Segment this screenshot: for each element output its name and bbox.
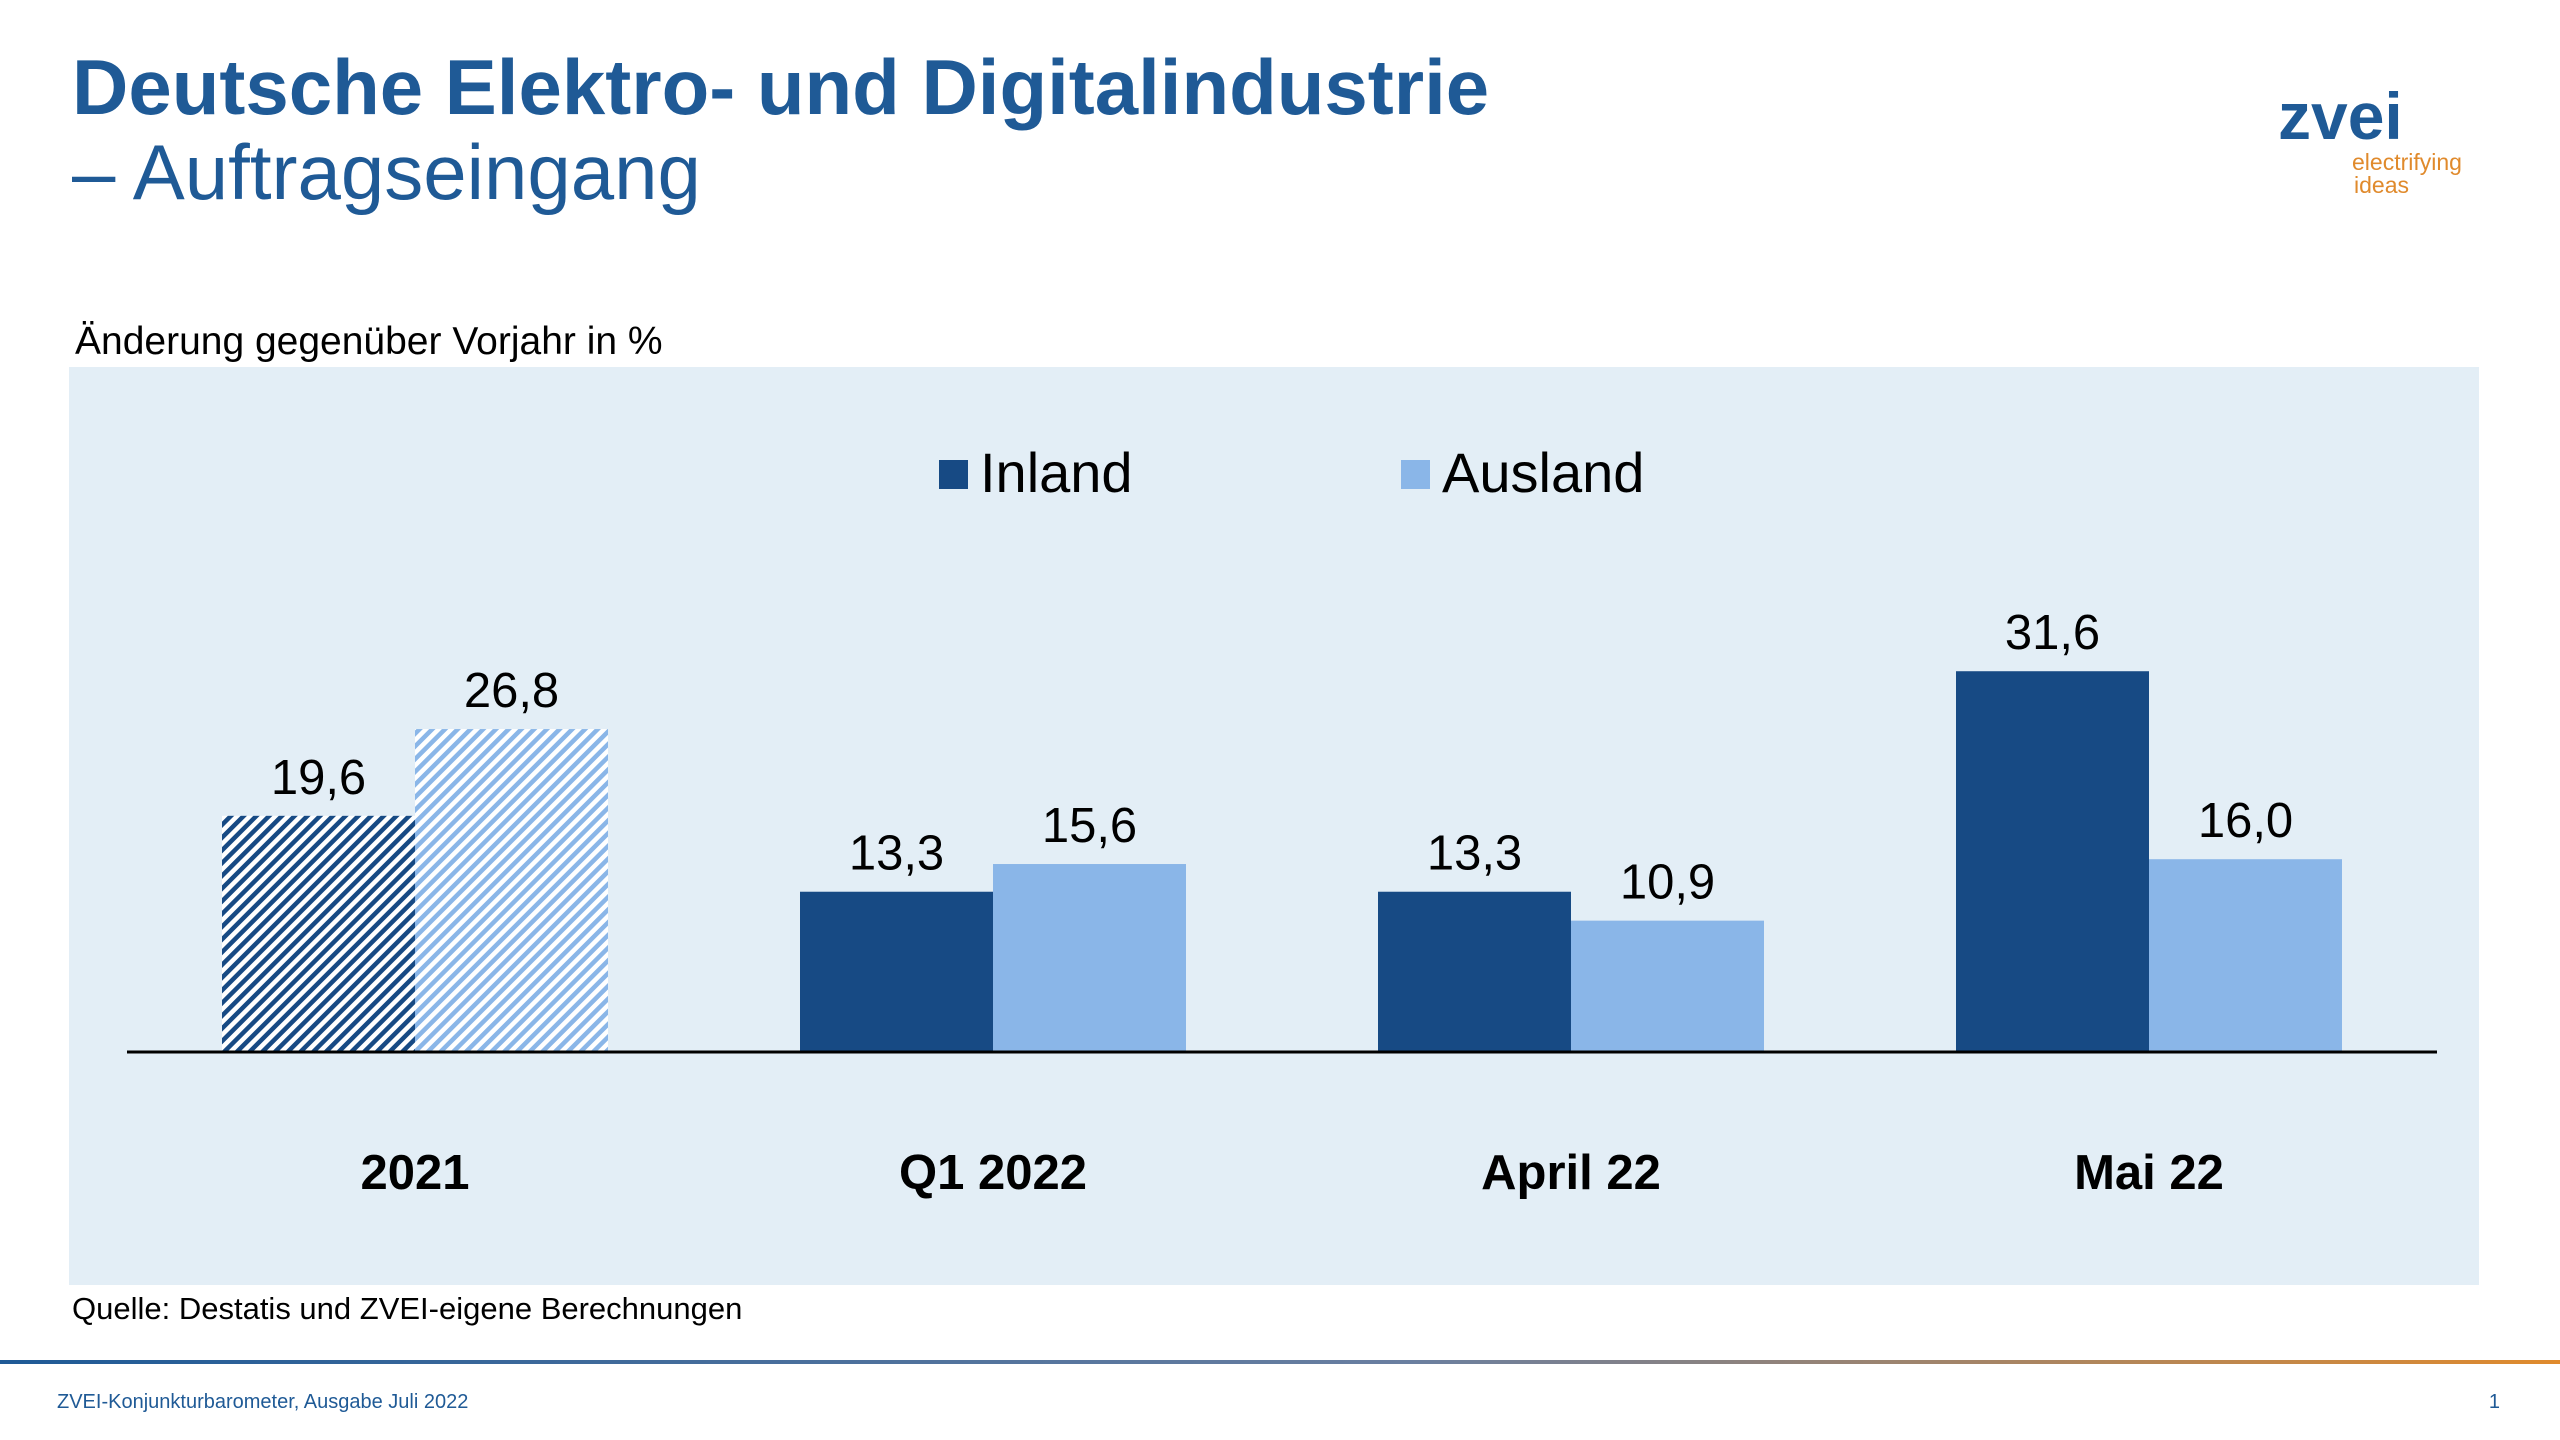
value-label: 31,6 — [2005, 606, 2100, 660]
value-label: 26,8 — [464, 664, 559, 718]
x-tick-label: 2021 — [360, 1146, 469, 1200]
bar — [1378, 891, 1571, 1052]
value-label: 13,3 — [1427, 827, 1522, 881]
legend-label: Ausland — [1442, 441, 1644, 504]
value-label: 16,0 — [2198, 794, 2293, 848]
source-note: Quelle: Destatis und ZVEI-eigene Berechn… — [72, 1291, 742, 1326]
slide-title: Deutsche Elektro- und Digitalindustrie — [72, 43, 1489, 131]
logo-name: zvei — [2278, 79, 2403, 153]
bar — [800, 891, 993, 1052]
bar — [1571, 920, 1764, 1052]
value-label: 19,6 — [271, 751, 366, 805]
bar — [415, 729, 608, 1052]
x-tick-label: Mai 22 — [2074, 1146, 2224, 1200]
bar — [2149, 859, 2342, 1052]
value-label: 13,3 — [849, 827, 944, 881]
bar — [993, 864, 1186, 1052]
x-tick-label: April 22 — [1481, 1146, 1661, 1200]
logo-tagline: electrifying — [2352, 149, 2462, 175]
bar — [1956, 671, 2149, 1052]
bar — [222, 815, 415, 1052]
slide-subtitle: – Auftragseingang — [72, 128, 701, 216]
logo-tagline: ideas — [2354, 172, 2409, 198]
y-label: Änderung gegenüber Vorjahr in % — [75, 320, 663, 363]
value-label: 15,6 — [1042, 799, 1137, 853]
legend-swatch — [939, 460, 968, 489]
plot: Inland Ausland 19,6 26,8 2021 13,3 15,6 Q1 2022… — [127, 441, 2437, 1200]
footer-rule — [0, 1360, 2560, 1364]
legend-label: Inland — [980, 441, 1133, 504]
x-tick-label: Q1 2022 — [899, 1146, 1087, 1200]
value-label: 10,9 — [1620, 856, 1715, 910]
legend-swatch — [1401, 460, 1430, 489]
page-number: 1 — [2489, 1391, 2500, 1413]
footer-text: ZVEI-Konjunkturbarometer, Ausgabe Juli 2… — [57, 1391, 468, 1413]
